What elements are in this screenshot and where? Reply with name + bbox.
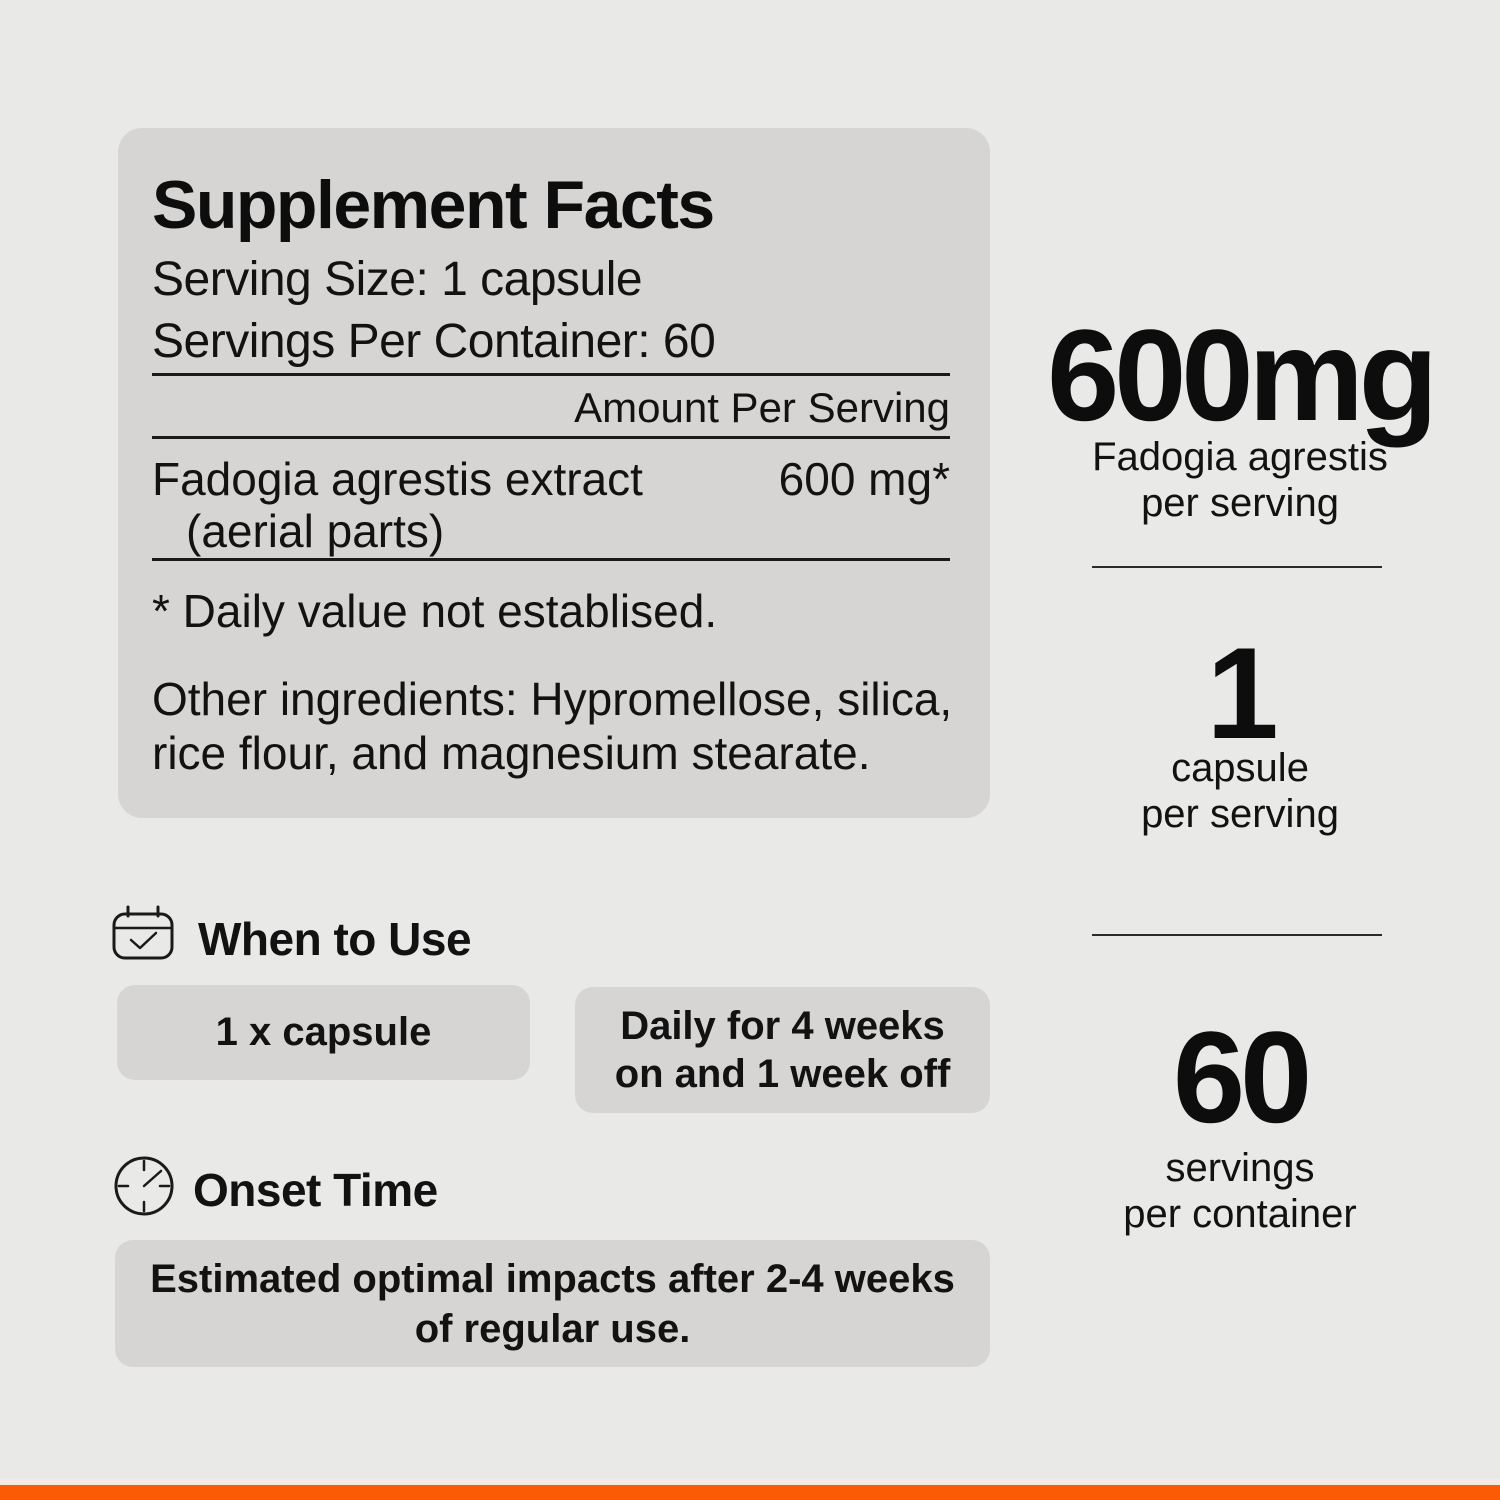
- stat-capsule-label-line2: per serving: [1141, 792, 1339, 836]
- stat-capsule-label: capsule per serving: [1040, 745, 1440, 837]
- when-to-use-heading: When to Use: [198, 913, 472, 965]
- schedule-box: Daily for 4 weeks on and 1 week off: [575, 987, 990, 1113]
- other-ingredients-line1: Other ingredients: Hypromellose, silica,: [152, 673, 953, 725]
- serving-size-line: Serving Size: 1 capsule: [152, 253, 643, 306]
- onset-box-line1: Estimated optimal impacts after 2-4 week…: [150, 1256, 955, 1301]
- dose-box-text: 1 x capsule: [215, 1010, 432, 1054]
- clock-icon: [113, 1155, 175, 1222]
- orange-footer-strip: [0, 1485, 1500, 1500]
- stat-servings-label: servings per container: [1040, 1145, 1440, 1237]
- divider-rule: [152, 373, 950, 376]
- calendar-check-icon: [110, 904, 176, 967]
- onset-box: Estimated optimal impacts after 2-4 week…: [115, 1240, 990, 1367]
- ingredient-amount: 600 mg*: [778, 453, 950, 505]
- daily-value-footnote: * Daily value not establised.: [152, 585, 718, 637]
- supplement-facts-panel: [118, 128, 990, 818]
- stat-divider: [1092, 566, 1382, 568]
- onset-time-heading: Onset Time: [193, 1164, 438, 1216]
- stat-divider: [1092, 934, 1382, 936]
- supplement-facts-title: Supplement Facts: [152, 167, 715, 243]
- stat-capsule-label-line1: capsule: [1171, 746, 1309, 790]
- stat-dose-label: Fadogia agrestis per serving: [1040, 434, 1440, 526]
- stat-servings-label-line2: per container: [1123, 1192, 1357, 1236]
- stat-capsule-value: 1: [1206, 620, 1278, 766]
- amount-per-serving-header: Amount Per Serving: [574, 384, 950, 431]
- stat-dose-label-line1: Fadogia agrestis: [1092, 435, 1388, 479]
- divider-rule: [152, 436, 950, 439]
- servings-per-container-line: Servings Per Container: 60: [152, 315, 716, 368]
- onset-box-line2: of regular use.: [414, 1306, 691, 1351]
- schedule-box-line1: Daily for 4 weeks: [620, 1004, 945, 1048]
- schedule-box-line2: on and 1 week off: [614, 1052, 951, 1096]
- ingredient-detail: (aerial parts): [186, 505, 445, 557]
- stat-servings-label-line1: servings: [1165, 1146, 1315, 1190]
- pale-divider-strip: [0, 1479, 1500, 1485]
- ingredient-name: Fadogia agrestis extract: [152, 453, 643, 505]
- divider-rule: [152, 558, 950, 561]
- stat-dose-label-line2: per serving: [1141, 481, 1339, 525]
- dose-box: 1 x capsule: [117, 985, 530, 1080]
- stat-servings-value: 60: [1172, 1004, 1312, 1150]
- other-ingredients-line2: rice flour, and magnesium stearate.: [152, 727, 871, 779]
- stat-dose-value: 600mg: [1047, 302, 1438, 448]
- other-ingredients: Other ingredients: Hypromellose, silica,…: [152, 672, 952, 780]
